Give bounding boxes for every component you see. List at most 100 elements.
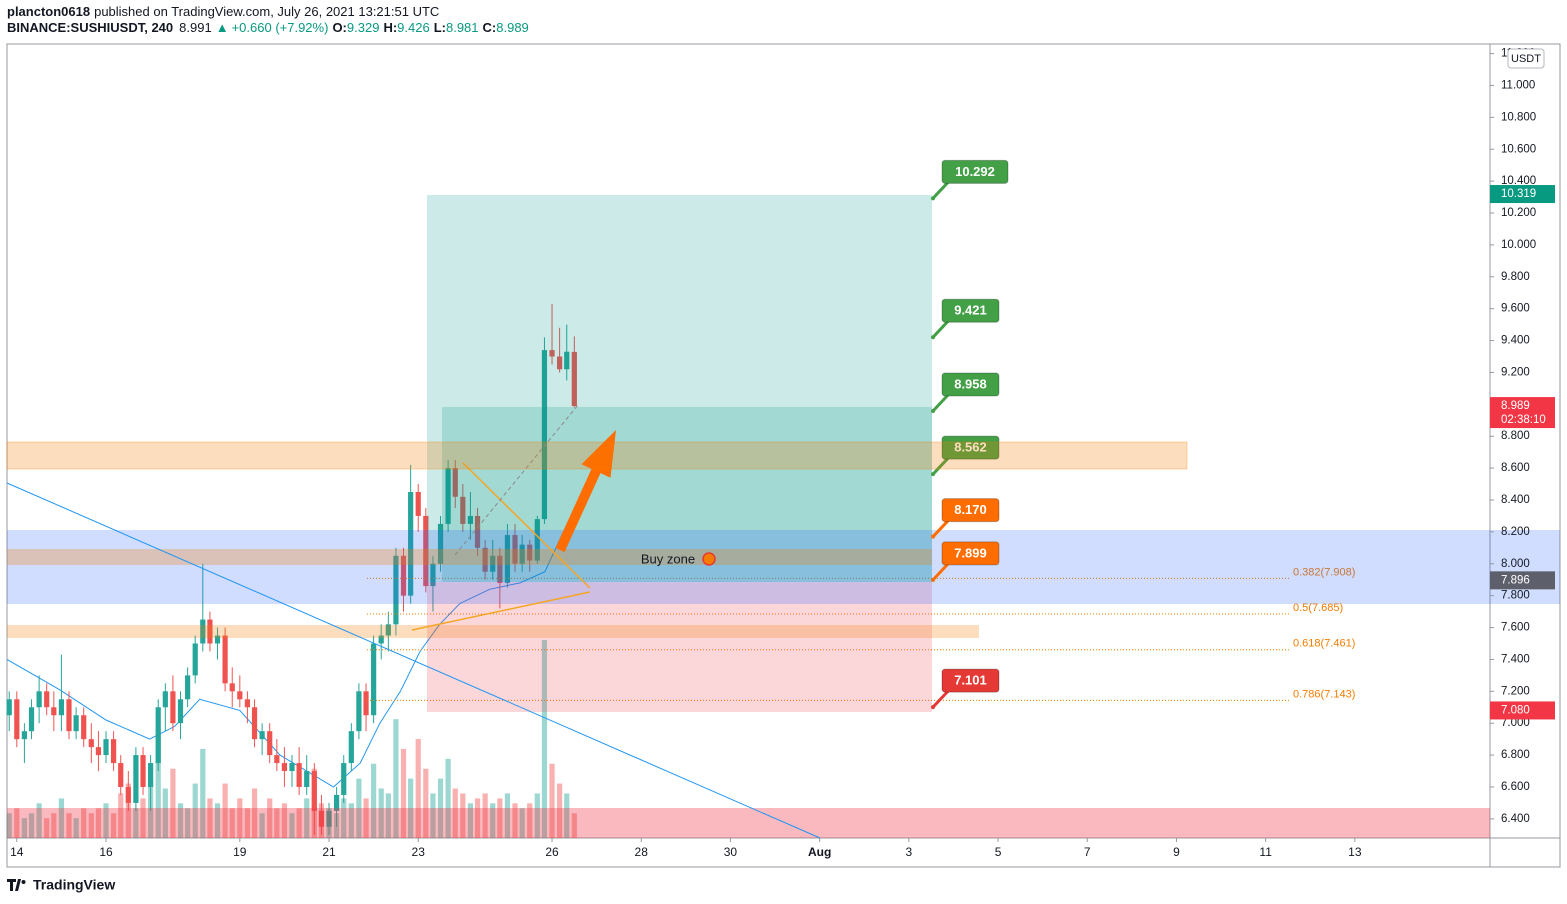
axes: 6.400 6.600 6.800 7.000 7.200 7.400 7.600 7.800… bbox=[10, 48, 1555, 859]
volume-bar bbox=[356, 778, 362, 838]
c: 8.989 bbox=[496, 20, 529, 35]
x-tick-label: 16 bbox=[99, 845, 113, 859]
change: +0.660 (+7.92%) bbox=[232, 20, 329, 35]
h-label: H: bbox=[383, 20, 397, 35]
logo: TradingView bbox=[7, 877, 115, 893]
volume-bar bbox=[504, 793, 511, 838]
candle-body bbox=[251, 707, 258, 740]
volume-bar bbox=[237, 798, 243, 838]
callout-tail bbox=[931, 457, 950, 476]
candle-body bbox=[430, 563, 436, 587]
candle-body bbox=[541, 350, 548, 520]
volume-bar bbox=[460, 793, 466, 838]
volume-bar bbox=[423, 768, 429, 838]
volume-bar bbox=[192, 783, 198, 838]
y-tick-label: 7.200 bbox=[1501, 685, 1530, 697]
l-label: L: bbox=[434, 20, 446, 35]
target-zone bbox=[427, 195, 932, 582]
candle-body bbox=[192, 643, 198, 676]
candle-body bbox=[474, 515, 481, 548]
volume-bar bbox=[452, 788, 458, 838]
volume-bar bbox=[385, 793, 391, 838]
candle-body bbox=[415, 492, 421, 516]
y-tick-label: 10.200 bbox=[1501, 207, 1536, 219]
candle-body bbox=[281, 763, 288, 772]
candle-body bbox=[445, 468, 451, 524]
y-tick-label: 8.600 bbox=[1501, 462, 1530, 474]
candle-body bbox=[400, 555, 407, 596]
x-tick-label: 23 bbox=[412, 845, 426, 859]
callout-box bbox=[941, 498, 1000, 523]
volume-bar bbox=[527, 803, 533, 838]
volume-bar bbox=[378, 788, 384, 838]
callout-tail bbox=[931, 690, 950, 709]
candle-body bbox=[289, 763, 295, 772]
candle-body bbox=[497, 555, 503, 583]
callout-point bbox=[931, 196, 935, 201]
y-tick-label: 9.600 bbox=[1501, 303, 1530, 315]
y-tick-label: 10.600 bbox=[1501, 143, 1536, 155]
candle-body bbox=[177, 699, 184, 724]
y-tick-label: 10.400 bbox=[1501, 175, 1536, 187]
candle-body bbox=[103, 739, 109, 756]
candle-body bbox=[482, 547, 488, 572]
volume-bar bbox=[408, 778, 414, 838]
candle-body bbox=[564, 351, 570, 370]
candle-body bbox=[311, 771, 317, 811]
volume-bar bbox=[541, 640, 548, 838]
candle-body bbox=[512, 535, 518, 564]
candle-body bbox=[356, 691, 362, 732]
callout-point bbox=[931, 472, 935, 477]
callout-tail bbox=[931, 519, 950, 538]
y-tick-label: 6.600 bbox=[1501, 781, 1530, 793]
volume-bar bbox=[400, 748, 407, 838]
candle-body bbox=[326, 810, 332, 827]
y-tick-label: 11.000 bbox=[1501, 79, 1535, 91]
candle-body bbox=[460, 496, 466, 524]
arrow bbox=[555, 430, 616, 553]
candle-body bbox=[318, 810, 325, 827]
last: 8.991 bbox=[179, 20, 212, 35]
volume-bar bbox=[66, 813, 72, 838]
volume-bar bbox=[415, 739, 421, 838]
callout-point bbox=[931, 577, 935, 582]
volume-bar bbox=[81, 808, 87, 838]
volume-bar bbox=[267, 798, 273, 838]
x-tick-label: 19 bbox=[233, 845, 247, 859]
volume-bar bbox=[519, 808, 525, 838]
x-tick-label: 28 bbox=[635, 845, 649, 859]
volume-bar bbox=[363, 798, 369, 838]
volume-bar bbox=[140, 798, 146, 838]
candle-body bbox=[118, 763, 124, 787]
candle-body bbox=[21, 731, 27, 740]
volume-bar bbox=[437, 778, 444, 838]
candle-body bbox=[393, 555, 399, 625]
candle-body bbox=[133, 755, 139, 803]
x-tick-label: 21 bbox=[322, 845, 336, 859]
volume-bar bbox=[110, 813, 117, 838]
volume-bar bbox=[28, 813, 35, 838]
buy-zone-icon bbox=[702, 552, 716, 566]
chart-frame bbox=[6, 43, 1561, 868]
fib-trend bbox=[454, 404, 579, 556]
y-tick-label: 8.000 bbox=[1501, 558, 1530, 570]
price-tag bbox=[1490, 185, 1555, 204]
candle-body bbox=[214, 635, 221, 644]
price-tag-label: 7.896 bbox=[1501, 574, 1530, 586]
candle-body bbox=[534, 519, 540, 561]
candle-body bbox=[44, 691, 50, 708]
candle-body bbox=[274, 755, 280, 764]
series: 0.382(7.908) 0.5(7.685) 0.618(7.461) 0.786(… bbox=[6, 303, 1355, 838]
candle-body bbox=[28, 707, 35, 732]
price-tag-label: 10.319 bbox=[1501, 188, 1536, 200]
candle-body bbox=[490, 555, 496, 572]
fib-label: 0.5(7.685) bbox=[1293, 602, 1343, 614]
volume-bar bbox=[244, 808, 251, 838]
volume-bar bbox=[474, 798, 481, 838]
y-tick-label: 8.200 bbox=[1501, 526, 1530, 538]
candle-body bbox=[504, 535, 511, 583]
volume-bar bbox=[6, 813, 12, 838]
price-tag bbox=[1490, 571, 1555, 590]
candle-body bbox=[437, 523, 444, 564]
volume-bar bbox=[51, 813, 57, 838]
